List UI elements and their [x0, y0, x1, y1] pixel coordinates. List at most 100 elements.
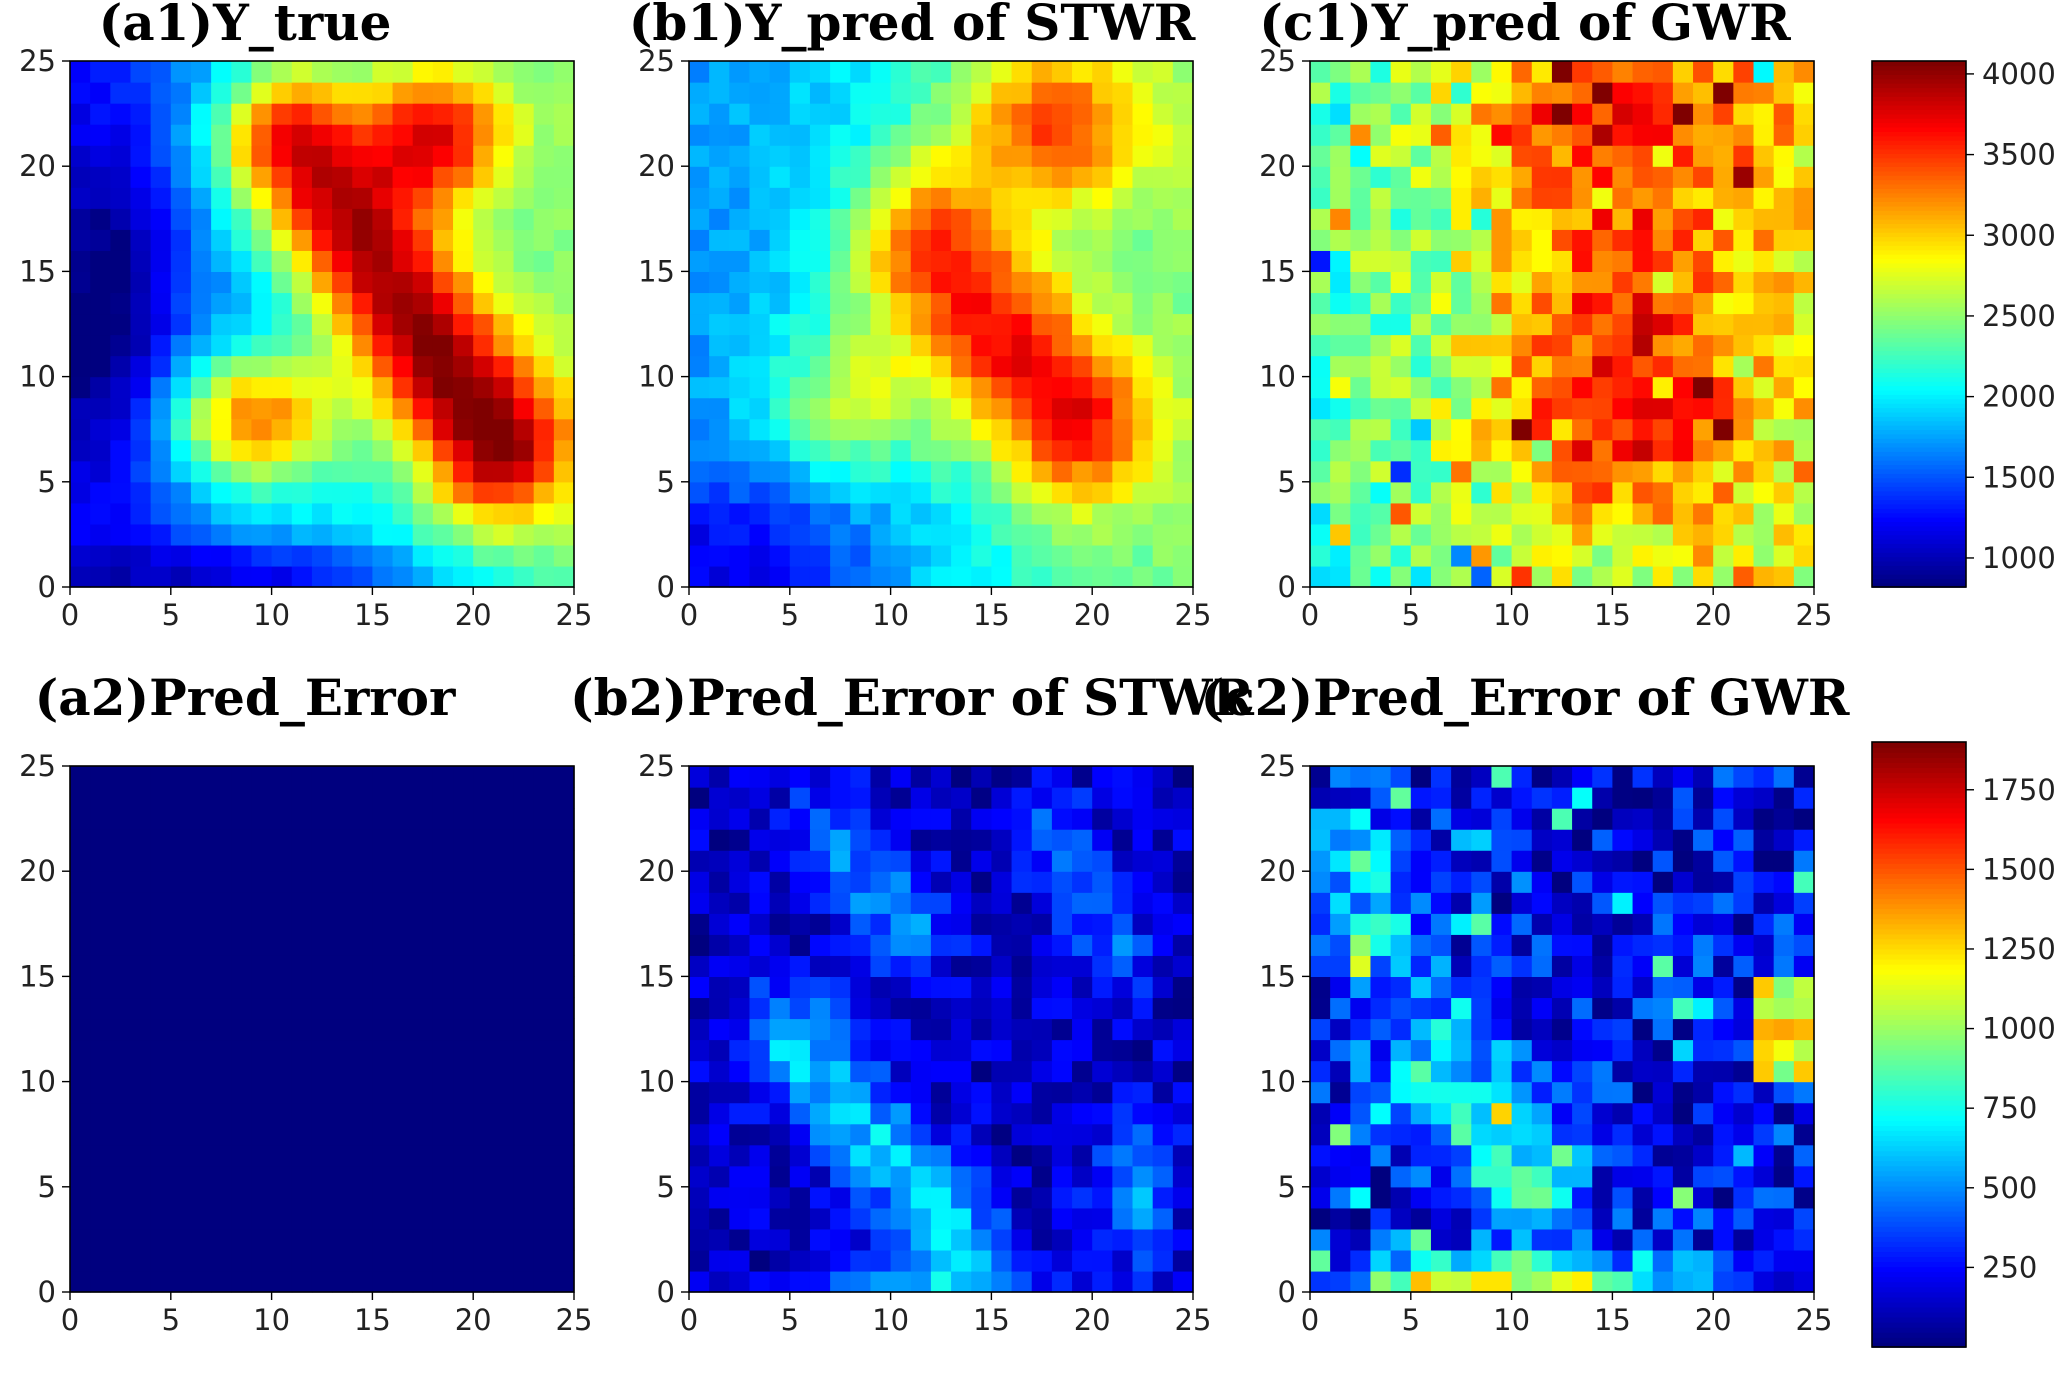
heatmap-cell: [1713, 544, 1734, 567]
heatmap-cell: [830, 829, 851, 851]
heatmap-cell: [211, 103, 232, 125]
heatmap-cell: [1531, 1039, 1553, 1062]
heatmap-cell: [850, 1270, 872, 1293]
heatmap-cell: [170, 1018, 192, 1041]
heatmap-cell: [1491, 1144, 1513, 1167]
heatmap-cell: [769, 913, 791, 935]
heatmap-cell: [749, 292, 771, 315]
heatmap-cell: [251, 934, 273, 956]
heatmap-cell: [910, 808, 932, 830]
heatmap-cell: [971, 1186, 992, 1209]
heatmap-cell: [1112, 145, 1134, 167]
heatmap-cell: [1330, 976, 1351, 999]
heatmap-cell: [553, 1270, 575, 1293]
heatmap-cell: [311, 376, 333, 399]
heatmap-cell: [951, 787, 972, 809]
heatmap-cell: [1572, 934, 1593, 956]
heatmap-cell: [291, 955, 313, 977]
heatmap-cell: [1491, 439, 1513, 462]
heatmap-cell: [1572, 1123, 1593, 1146]
heatmap-cell: [1011, 1228, 1033, 1251]
heatmap-cell: [1753, 787, 1775, 809]
heatmap-cell: [1051, 1249, 1073, 1272]
heatmap-cell: [1551, 808, 1573, 830]
heatmap-cell: [1092, 892, 1113, 914]
heatmap-cell: [1773, 1228, 1795, 1251]
heatmap-cell: [170, 1270, 192, 1293]
colorbar-tick-label: 500: [1982, 1171, 2037, 1205]
heatmap-cell: [291, 871, 313, 893]
x-tick-label: 25: [556, 1303, 593, 1337]
heatmap-cell: [130, 1270, 152, 1293]
heatmap-cell: [352, 82, 373, 104]
y-tick-label: 0: [657, 570, 675, 604]
heatmap-cell: [70, 1039, 91, 1062]
colorbar-segment: [1872, 363, 1966, 369]
heatmap-cell: [991, 565, 1013, 588]
colorbar-segment: [1872, 227, 1966, 233]
heatmap-cell: [493, 82, 515, 104]
heatmap-cell: [870, 565, 892, 588]
heatmap-cell: [1773, 313, 1795, 336]
heatmap-cell: [1172, 1123, 1194, 1146]
heatmap-cell: [951, 229, 972, 251]
heatmap-cell: [1051, 124, 1073, 146]
heatmap-cell: [890, 1102, 912, 1125]
heatmap-cell: [1551, 523, 1573, 546]
heatmap-cell: [1713, 1228, 1734, 1251]
heatmap-cell: [789, 544, 811, 567]
heatmap-cell: [533, 1207, 555, 1230]
heatmap-cell: [392, 1165, 414, 1188]
heatmap-cell: [789, 460, 811, 483]
heatmap-cell: [1531, 418, 1553, 441]
heatmap-cell: [130, 1060, 152, 1083]
heatmap-cell: [1773, 850, 1795, 872]
heatmap-cell: [910, 481, 932, 504]
heatmap-cell: [1410, 1123, 1432, 1146]
heatmap-cell: [1693, 1060, 1714, 1083]
heatmap-cell: [689, 1249, 710, 1272]
heatmap-cell: [311, 1018, 333, 1041]
heatmap-cell: [1793, 1165, 1815, 1188]
heatmap-cell: [1733, 1165, 1755, 1188]
heatmap-cell: [1551, 166, 1573, 188]
heatmap-cell: [352, 292, 373, 315]
heatmap-cell: [170, 439, 192, 462]
heatmap-cell: [90, 1144, 111, 1167]
heatmap-cell: [890, 565, 912, 588]
heatmap-cell: [372, 166, 394, 188]
heatmap-cell: [1370, 1060, 1392, 1083]
heatmap-cell: [1310, 1270, 1331, 1293]
heatmap-cell: [850, 481, 872, 504]
heatmap-cell: [1430, 229, 1452, 251]
heatmap-cell: [332, 481, 353, 504]
heatmap-cell: [890, 418, 912, 441]
heatmap-cell: [231, 313, 253, 336]
heatmap-cell: [1672, 313, 1694, 336]
colorbar-segment: [1872, 521, 1966, 527]
heatmap-cell: [1592, 1123, 1613, 1146]
heatmap-cell: [493, 1018, 515, 1041]
heatmap-cell: [729, 418, 751, 441]
heatmap-cell: [709, 418, 730, 441]
heatmap-cell: [412, 376, 434, 399]
heatmap-cell: [1390, 1123, 1412, 1146]
heatmap-cell: [1172, 229, 1194, 251]
heatmap-cell: [553, 439, 575, 462]
heatmap-cell: [1733, 334, 1755, 357]
heatmap-cell: [1172, 1249, 1194, 1272]
heatmap-cell: [1551, 1186, 1573, 1209]
heatmap-cell: [991, 955, 1013, 977]
heatmap-cell: [352, 850, 373, 872]
heatmap-cell: [190, 124, 212, 146]
heatmap-cell: [1652, 523, 1674, 546]
heatmap-cell: [1572, 829, 1593, 851]
heatmap-cell: [1551, 829, 1573, 851]
heatmap-cell: [749, 1102, 771, 1125]
heatmap-cell: [493, 1081, 515, 1104]
heatmap-cell: [1072, 418, 1093, 441]
heatmap-cell: [1773, 208, 1795, 230]
heatmap-cell: [150, 271, 172, 294]
heatmap-cell: [1072, 145, 1093, 167]
